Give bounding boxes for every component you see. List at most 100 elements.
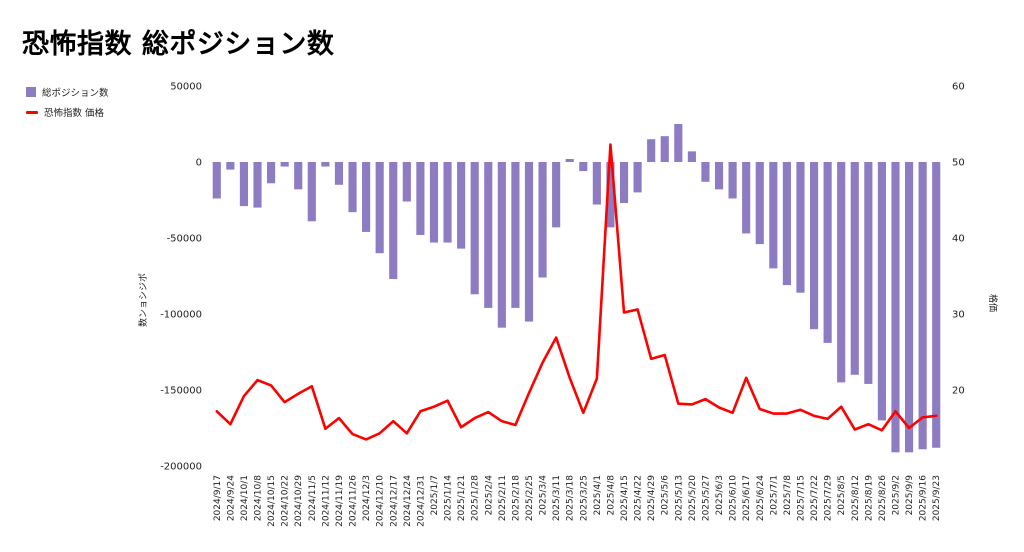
y-left-tick-5: -200000 <box>160 462 202 473</box>
x-tick-19: 2025/1/28 <box>471 475 481 521</box>
left-axis-ticks: 50000 0 -50000 -100000 -150000 -200000 <box>160 82 202 473</box>
bar-8 <box>321 162 330 167</box>
bar-33 <box>660 136 669 162</box>
y-left-tick-1: 0 <box>196 158 202 169</box>
bar-14 <box>402 162 411 202</box>
bar-40 <box>755 162 764 245</box>
x-tick-36: 2025/5/27 <box>701 475 711 521</box>
x-tick-53: 2025/9/23 <box>932 475 942 521</box>
bar-52 <box>918 162 927 450</box>
bar-23 <box>524 162 534 322</box>
x-tick-15: 2024/12/31 <box>416 475 426 527</box>
bar-11 <box>362 162 371 232</box>
bar-4 <box>267 162 276 184</box>
x-tick-26: 2025/3/18 <box>566 475 576 521</box>
x-tick-31: 2025/4/22 <box>634 475 644 521</box>
y-left-tick-0: 50000 <box>170 82 202 93</box>
x-tick-9: 2024/11/19 <box>335 475 345 527</box>
x-tick-47: 2025/8/12 <box>851 475 861 521</box>
x-tick-21: 2025/2/11 <box>498 475 508 521</box>
bar-0 <box>212 162 221 199</box>
x-tick-13: 2024/12/17 <box>389 475 399 527</box>
bar-10 <box>348 162 357 213</box>
line-fear-index <box>215 143 938 441</box>
x-tick-16: 2025/1/7 <box>430 475 440 515</box>
x-tick-22: 2025/2/18 <box>511 475 521 521</box>
y-right-tick-1: 50 <box>952 158 965 169</box>
x-tick-3: 2024/10/8 <box>254 475 264 521</box>
x-tick-40: 2025/6/24 <box>756 475 766 521</box>
bar-20 <box>484 162 493 308</box>
bar-6 <box>294 162 303 190</box>
x-tick-20: 2025/2/4 <box>484 475 494 516</box>
x-tick-46: 2025/8/5 <box>837 475 847 515</box>
bar-27 <box>579 162 588 172</box>
bar-26 <box>565 158 574 162</box>
bar-15 <box>416 162 425 235</box>
x-tick-33: 2025/5/6 <box>661 475 671 516</box>
x-tick-52: 2025/9/16 <box>919 475 929 521</box>
y-axis-right-title: 格価 <box>987 294 999 312</box>
legend-swatch-bar <box>26 87 36 97</box>
y-left-tick-4: -150000 <box>160 386 202 397</box>
bar-44 <box>809 162 819 330</box>
x-tick-48: 2025/8/19 <box>864 475 874 521</box>
x-tick-27: 2025/3/25 <box>579 475 589 521</box>
x-tick-25: 2025/3/11 <box>552 475 562 521</box>
legend-label-line: 恐怖指数 価格 <box>44 108 105 119</box>
y-right-tick-3: 30 <box>952 310 965 321</box>
bar-32 <box>647 139 656 162</box>
bar-1 <box>226 162 235 170</box>
x-tick-35: 2025/5/20 <box>688 475 698 521</box>
bar-29 <box>606 162 615 228</box>
bar-25 <box>552 162 561 228</box>
x-tick-45: 2025/7/29 <box>824 475 834 521</box>
y-left-tick-2: -50000 <box>167 234 202 245</box>
y-left-tick-3: -100000 <box>160 310 202 321</box>
legend: 総ポジション数 恐怖指数 価格 <box>26 82 109 122</box>
x-tick-29: 2025/4/8 <box>606 475 616 516</box>
bar-5 <box>280 162 289 167</box>
x-tick-39: 2025/6/17 <box>742 475 752 521</box>
bar-51 <box>904 162 914 453</box>
y-right-tick-4: 20 <box>952 386 965 397</box>
bar-24 <box>538 162 547 278</box>
bar-42 <box>782 162 791 286</box>
y-axis-left-title: 数ンョシジポ <box>137 273 149 327</box>
x-tick-44: 2025/7/22 <box>810 475 820 521</box>
legend-item-line: 恐怖指数 価格 <box>26 102 109 122</box>
x-tick-34: 2025/5/13 <box>674 475 684 521</box>
x-tick-6: 2024/10/29 <box>294 475 304 527</box>
bar-48 <box>864 162 873 384</box>
bar-47 <box>850 162 859 375</box>
bar-38 <box>728 162 737 199</box>
bar-36 <box>701 162 710 182</box>
bar-18 <box>457 162 466 249</box>
bar-50 <box>891 162 900 453</box>
x-tick-30: 2025/4/15 <box>620 475 630 521</box>
x-tick-8: 2024/11/12 <box>321 475 331 527</box>
x-tick-23: 2025/2/25 <box>525 475 535 521</box>
bar-49 <box>877 162 886 421</box>
bar-41 <box>769 162 778 269</box>
x-tick-49: 2025/8/26 <box>878 475 888 521</box>
bar-19 <box>470 162 479 295</box>
y-right-tick-0: 60 <box>952 82 965 93</box>
y-right-tick-2: 40 <box>952 234 965 245</box>
x-tick-51: 2025/9/9 <box>905 475 915 516</box>
bar-21 <box>497 162 506 328</box>
x-tick-14: 2024/12/24 <box>403 475 413 527</box>
x-tick-11: 2024/12/3 <box>362 475 372 521</box>
x-tick-12: 2024/12/10 <box>376 475 386 527</box>
legend-swatch-line <box>26 110 38 114</box>
x-tick-32: 2025/4/29 <box>647 475 657 521</box>
x-tick-4: 2024/10/15 <box>267 475 277 527</box>
x-tick-2: 2024/10/1 <box>240 475 250 521</box>
bar-39 <box>742 162 751 234</box>
bar-22 <box>511 162 520 308</box>
x-tick-0: 2024/9/17 <box>213 475 223 521</box>
bar-12 <box>375 162 384 254</box>
x-tick-37: 2025/6/3 <box>715 475 725 515</box>
line-series <box>215 143 938 441</box>
bar-37 <box>714 162 724 190</box>
